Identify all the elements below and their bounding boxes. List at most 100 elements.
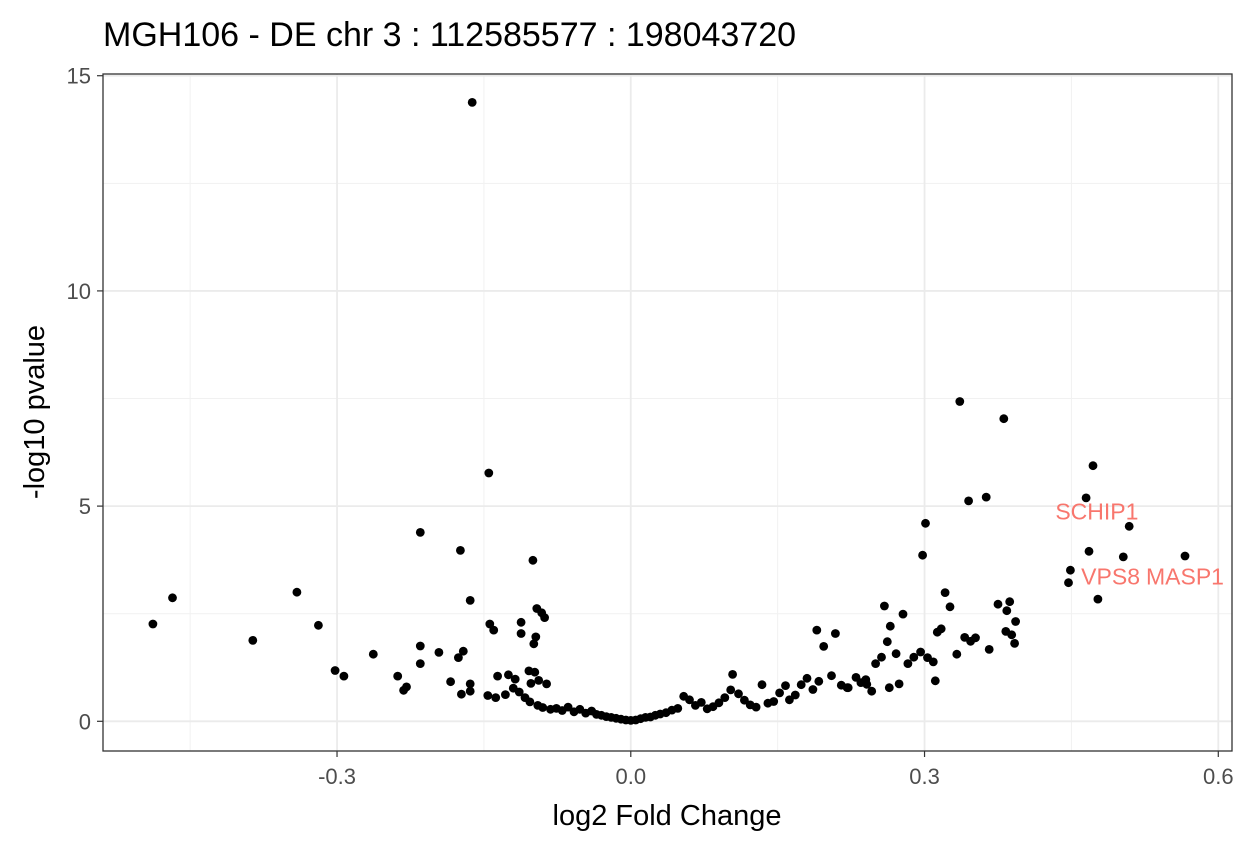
data-point	[814, 676, 824, 686]
data-point	[1066, 565, 1075, 575]
data-point	[781, 681, 790, 690]
point-annotations: SCHIP1 VPS8 MASP1	[1055, 499, 1224, 590]
data-point	[1180, 551, 1190, 561]
data-point	[1084, 546, 1094, 556]
data-point	[940, 588, 950, 597]
data-point	[528, 555, 538, 565]
y-tick-label: 0	[79, 709, 91, 734]
y-tick-label: 15	[67, 64, 91, 89]
data-point	[399, 685, 408, 695]
data-point	[802, 673, 812, 683]
data-point	[465, 596, 475, 605]
data-point	[871, 659, 880, 668]
x-tick-label: 0.0	[615, 764, 646, 789]
data-point	[516, 617, 526, 627]
data-point	[981, 492, 991, 502]
data-point	[880, 601, 889, 611]
data-point	[148, 619, 158, 629]
data-point	[465, 679, 475, 689]
gene-label: MASP1	[1146, 564, 1224, 590]
data-point	[714, 698, 724, 708]
data-point	[526, 679, 536, 688]
data-point	[916, 647, 925, 657]
data-point	[685, 695, 694, 705]
data-point	[726, 685, 736, 695]
y-axis-label: -log10 pvalue	[19, 325, 51, 499]
data-point	[918, 550, 927, 560]
data-point	[720, 693, 730, 702]
data-point	[964, 496, 973, 506]
data-point	[542, 679, 551, 689]
data-point	[168, 593, 177, 603]
data-point	[516, 629, 526, 638]
data-point	[484, 468, 494, 478]
data-point	[790, 690, 800, 700]
gene-label: SCHIP1	[1055, 499, 1138, 525]
data-point	[467, 98, 477, 107]
data-point	[936, 624, 946, 634]
data-point	[493, 671, 502, 681]
x-tick-label: 0.6	[1203, 764, 1234, 789]
data-point	[1005, 597, 1015, 607]
data-point	[945, 602, 955, 612]
data-point	[415, 641, 425, 651]
data-point	[808, 685, 818, 694]
data-point	[867, 686, 877, 696]
data-point	[454, 653, 463, 662]
data-point	[885, 621, 895, 631]
data-point	[955, 397, 965, 406]
data-point	[538, 703, 548, 712]
data-point	[930, 676, 940, 686]
data-points	[148, 98, 1190, 725]
data-point	[446, 677, 455, 687]
data-point	[314, 620, 323, 630]
data-point	[415, 528, 425, 537]
data-point	[483, 691, 493, 700]
data-point	[456, 546, 465, 555]
data-point	[769, 697, 779, 706]
x-axis-label: log2 Fold Change	[553, 800, 782, 832]
plot-panel-border	[102, 73, 1233, 752]
x-axis-ticks: -0.3 0.0 0.3 0.6	[318, 751, 1234, 789]
data-point	[785, 695, 794, 705]
data-point	[457, 689, 466, 699]
data-point	[757, 680, 767, 690]
data-point	[952, 649, 962, 659]
data-point	[504, 670, 513, 680]
data-point	[877, 652, 886, 662]
data-point	[529, 639, 539, 649]
data-point	[734, 689, 743, 699]
data-point	[796, 680, 806, 690]
data-point	[368, 649, 378, 659]
data-point	[563, 702, 573, 712]
data-point	[842, 683, 852, 693]
data-point	[1093, 594, 1103, 604]
data-point	[984, 645, 994, 654]
data-point	[491, 693, 501, 702]
data-point	[489, 625, 499, 635]
data-point	[525, 697, 535, 707]
data-point	[1007, 630, 1017, 640]
data-point	[827, 671, 836, 681]
data-point	[458, 646, 468, 656]
plot-background	[103, 74, 1232, 751]
y-tick-label: 10	[67, 279, 91, 304]
data-point	[903, 659, 913, 668]
data-point	[831, 629, 840, 638]
data-point	[540, 613, 549, 622]
data-point	[891, 649, 901, 659]
data-point	[928, 657, 938, 667]
data-point	[501, 690, 510, 699]
x-tick-label: 0.3	[909, 764, 940, 789]
chart-title: MGH106 - DE chr 3 : 112585577 : 19804372…	[103, 16, 796, 54]
data-point	[909, 652, 919, 662]
data-point	[531, 632, 541, 642]
data-point	[292, 587, 302, 597]
data-point	[898, 609, 908, 619]
data-point	[1088, 461, 1098, 471]
y-tick-label: 5	[79, 494, 91, 519]
data-point	[330, 666, 340, 675]
data-point	[862, 679, 872, 689]
data-point	[1002, 606, 1012, 616]
data-point	[434, 648, 444, 657]
